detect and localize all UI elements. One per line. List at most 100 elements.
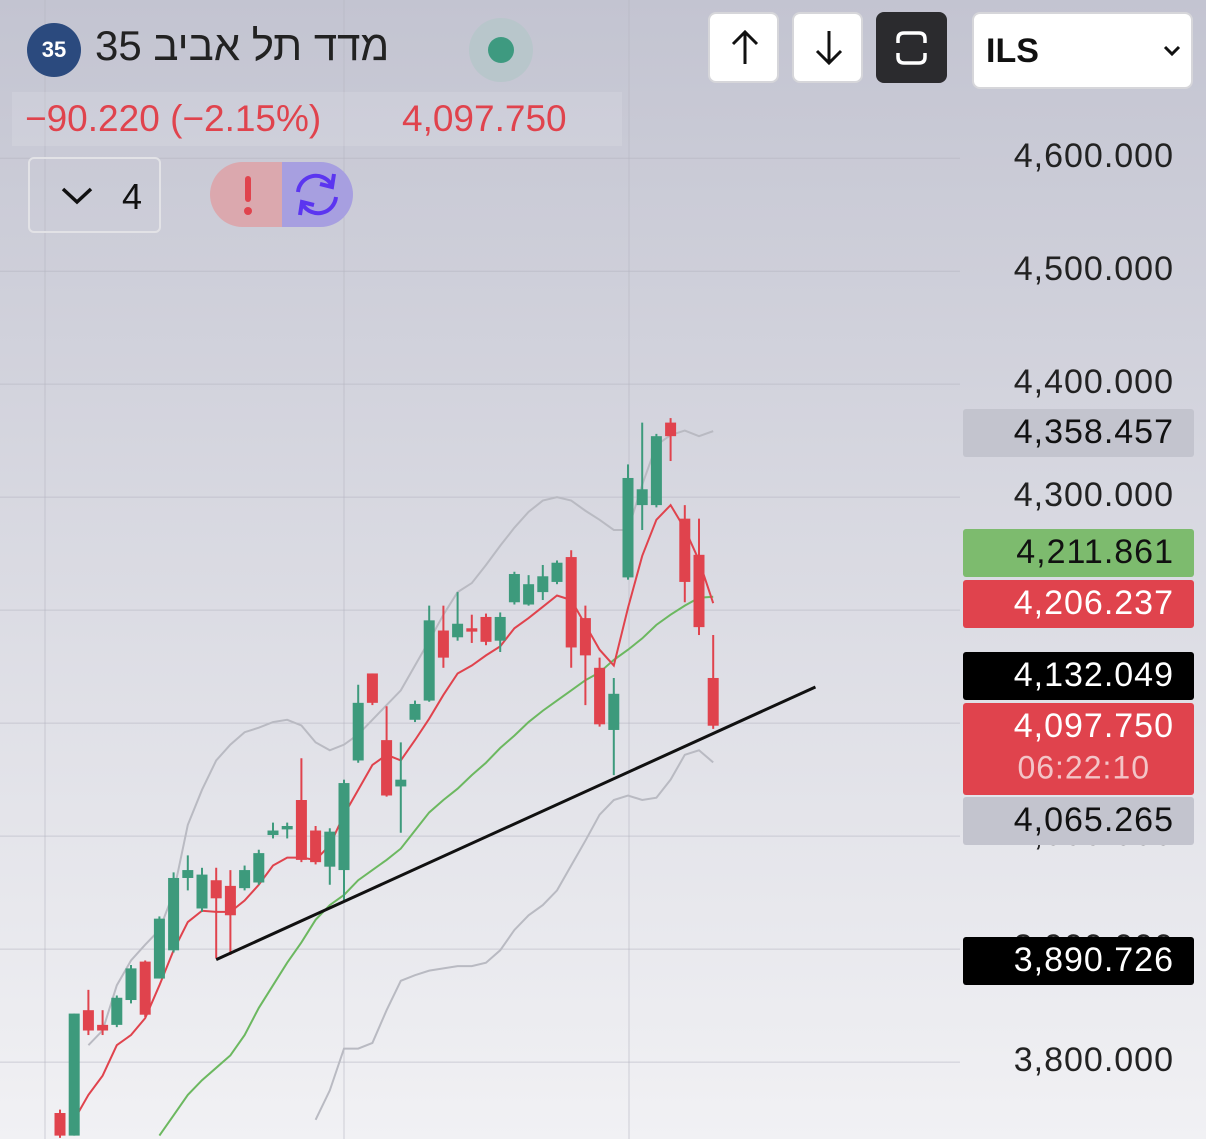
arrow-down-icon xyxy=(815,31,843,66)
price-badge xyxy=(963,409,1194,457)
candle-body xyxy=(153,918,165,979)
indicator-line xyxy=(314,749,714,1121)
candle-body xyxy=(97,1024,109,1031)
price-badge-label: 4,097.750 xyxy=(1014,707,1174,745)
candle-body xyxy=(310,830,322,863)
candle-body xyxy=(324,831,336,867)
candle-body xyxy=(437,630,449,658)
candle-body xyxy=(239,870,251,889)
candle-body xyxy=(650,436,662,506)
candle-body xyxy=(665,422,677,437)
arrow-up-icon xyxy=(731,29,759,64)
candle-body xyxy=(636,489,648,506)
price-badge-label: 4,206.237 xyxy=(1014,584,1174,622)
candle-body xyxy=(523,584,535,605)
refresh-button[interactable] xyxy=(282,162,353,227)
candle-body xyxy=(395,779,407,787)
y-tick-label: 4,600.000 xyxy=(1014,137,1174,175)
alert-icon xyxy=(244,176,252,215)
currency-dropdown[interactable]: ILS xyxy=(972,12,1193,89)
trendline xyxy=(215,685,817,962)
candle-body xyxy=(480,616,492,642)
candle-body xyxy=(494,616,506,641)
change: −90.220 xyxy=(25,98,160,139)
candle-body xyxy=(565,557,577,648)
scroll-down-button[interactable] xyxy=(792,12,863,83)
price-badge xyxy=(963,652,1194,700)
candle-body xyxy=(82,1010,94,1031)
candle-body xyxy=(111,997,123,1025)
candle-body xyxy=(54,1113,66,1136)
candle-body xyxy=(579,618,591,656)
price-badge-label: 4,132.049 xyxy=(1014,656,1174,694)
candle-body xyxy=(423,620,435,701)
price-badge xyxy=(963,580,1194,628)
y-tick-label: 4,400.000 xyxy=(1014,363,1174,401)
candle-body xyxy=(281,826,293,830)
candle-body xyxy=(537,576,549,593)
candle-body xyxy=(381,740,393,796)
fullscreen-icon xyxy=(896,31,927,65)
price-change: −90.220 (−2.15%) xyxy=(25,98,321,140)
candle-body xyxy=(168,877,180,951)
scroll-up-button[interactable] xyxy=(708,12,779,83)
indicator-line xyxy=(158,595,714,1137)
candle-body xyxy=(224,885,236,916)
alert-button[interactable] xyxy=(210,162,282,227)
candle-body xyxy=(196,874,208,909)
price-badge-label: 4,211.861 xyxy=(1016,533,1174,571)
indicator-line xyxy=(87,429,714,1046)
price-badge xyxy=(963,797,1194,845)
candle-body xyxy=(366,673,378,703)
candle-body xyxy=(253,853,265,883)
candle-body xyxy=(295,800,307,860)
candle-body xyxy=(139,961,151,1015)
refresh-icon xyxy=(296,173,338,216)
chevron-icon xyxy=(61,187,93,205)
market-status xyxy=(469,18,533,82)
market-status-dot xyxy=(488,37,514,63)
candle-body xyxy=(466,628,478,632)
candle-body xyxy=(338,783,350,871)
countdown: 06:22:10 xyxy=(1017,749,1150,785)
price-badge-label: 4,358.457 xyxy=(1014,413,1174,451)
price-badge xyxy=(963,529,1194,577)
chevron-icon xyxy=(1163,45,1181,57)
candle-body xyxy=(679,518,691,582)
currency-value: ILS xyxy=(986,32,1039,70)
y-tick-label: 3,800.000 xyxy=(1014,1041,1174,1079)
y-tick-label: 4,500.000 xyxy=(1014,250,1174,288)
candle-body xyxy=(608,693,620,730)
plot-area xyxy=(54,418,817,1138)
price-badge xyxy=(963,937,1194,985)
candle-body xyxy=(210,880,222,899)
price-badge-label: 3,890.726 xyxy=(1014,941,1174,979)
grid xyxy=(0,157,960,1063)
fullscreen-button[interactable] xyxy=(876,12,947,83)
candle-body xyxy=(409,703,421,720)
candle-body xyxy=(68,1013,80,1136)
candle-body xyxy=(551,562,563,582)
candle-body xyxy=(452,623,464,638)
candle-body xyxy=(267,830,279,836)
price-badges: 4,358.457 4,211.861 4,206.237 4,132.049 4,09… xyxy=(963,409,1194,985)
last-price: 4,097.750 xyxy=(402,98,567,139)
instrument-title: מדד תל אביב 35 xyxy=(95,22,390,69)
price-badge xyxy=(963,703,1194,795)
candle-body xyxy=(693,554,705,628)
price-badge-label: 4,065.265 xyxy=(1014,801,1174,839)
candle-body xyxy=(182,870,194,878)
index-icon: 35 xyxy=(27,23,81,77)
change-percent: (−2.15%) xyxy=(170,98,322,139)
candle-body xyxy=(622,477,634,578)
y-tick-label: 4,300.000 xyxy=(1014,476,1174,514)
interval-dropdown[interactable]: 4 xyxy=(28,157,161,233)
interval-value: 4 xyxy=(122,176,143,217)
candle-body xyxy=(707,677,719,726)
candle-body xyxy=(508,574,520,603)
candle-body xyxy=(594,667,606,725)
price-row: −90.220 (−2.15%) 4,097.750 xyxy=(12,92,622,146)
indicator-line xyxy=(73,503,715,1121)
